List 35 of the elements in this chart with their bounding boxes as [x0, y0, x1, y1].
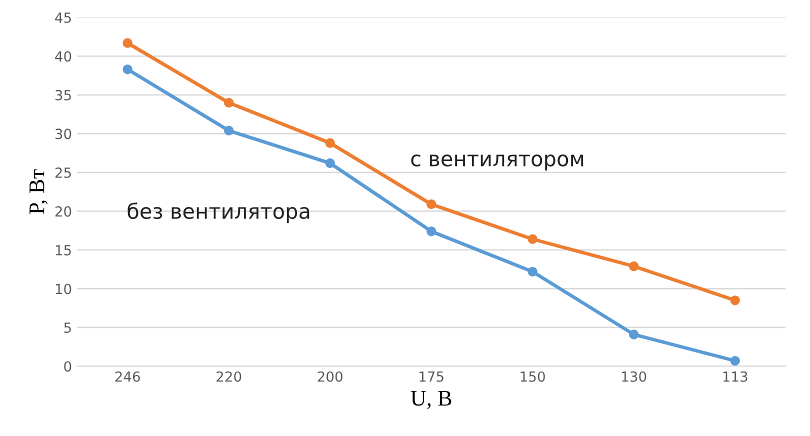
point [122, 64, 132, 74]
series-label: без вентилятора [128, 202, 310, 224]
x-tick-label: 220 [216, 371, 242, 382]
x-tick-label: 130 [622, 371, 646, 382]
x-tick-label: 246 [115, 371, 140, 382]
x-tick-label: 175 [420, 372, 444, 382]
x-tick-label: 150 [520, 371, 545, 382]
y-tick-label: 35 [55, 90, 71, 100]
y-tick-label: 45 [55, 12, 71, 23]
y-tick-label: 40 [55, 51, 72, 62]
point [224, 98, 234, 108]
y-tick-label: 30 [55, 128, 72, 140]
point [325, 138, 335, 148]
point [628, 330, 639, 340]
point [122, 38, 132, 48]
x-axis-title: U, В [410, 390, 452, 409]
point [325, 158, 335, 168]
point [528, 266, 538, 277]
point [528, 234, 538, 244]
point [426, 199, 436, 210]
y-tick-label: 10 [56, 284, 72, 294]
y-tick-label: 0 [64, 361, 72, 372]
x-tick-label: 113 [723, 371, 748, 382]
point [628, 261, 639, 272]
point [730, 295, 740, 306]
point [426, 226, 436, 236]
point [224, 126, 234, 136]
y-tick-label: 15 [56, 245, 71, 256]
y-axis-title: P, Вт [30, 169, 48, 214]
point [730, 356, 740, 366]
y-tick-label: 5 [64, 322, 71, 333]
series-label: с вентилятором [411, 154, 584, 171]
y-tick-label: 25 [55, 167, 71, 178]
y-tick-label: 20 [55, 206, 72, 217]
x-tick-label: 200 [318, 371, 342, 382]
